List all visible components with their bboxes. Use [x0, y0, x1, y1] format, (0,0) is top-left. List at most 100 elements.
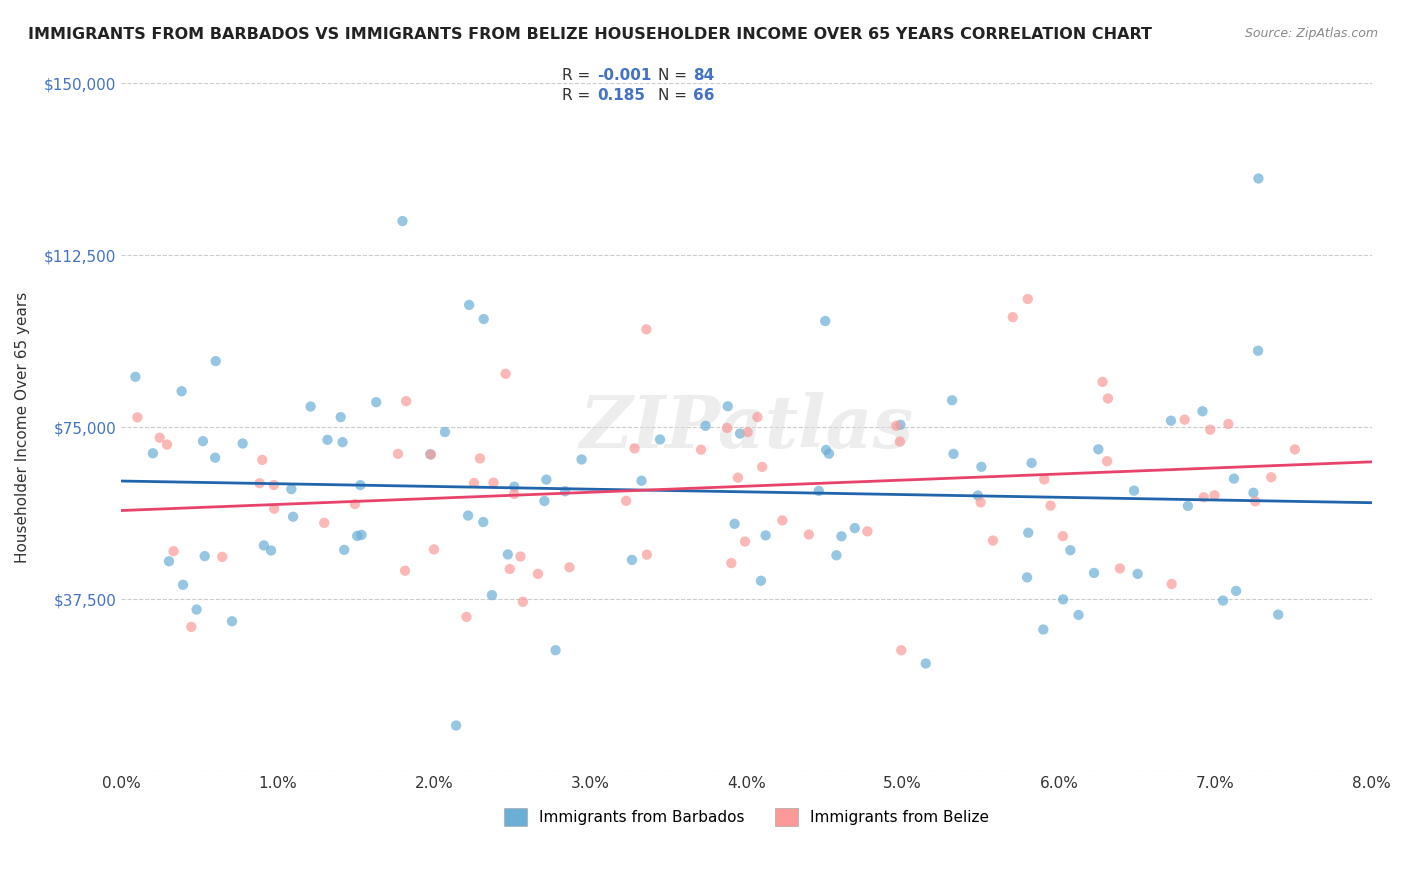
- Point: [509, 549, 531, 564]
- Point: [394, 564, 416, 578]
- Point: [1091, 375, 1114, 389]
- Point: [457, 508, 479, 523]
- Point: [142, 446, 165, 460]
- Point: [770, 513, 793, 527]
- Point: [1017, 292, 1039, 306]
- Point: [747, 410, 769, 425]
- Point: [1212, 593, 1234, 607]
- Point: [1052, 529, 1074, 543]
- Point: [1123, 483, 1146, 498]
- Point: [825, 549, 848, 563]
- Point: [263, 478, 285, 492]
- Point: [180, 620, 202, 634]
- Point: [942, 447, 965, 461]
- Point: [204, 354, 226, 368]
- Point: [329, 410, 352, 425]
- Text: 84: 84: [693, 69, 714, 83]
- Point: [1160, 577, 1182, 591]
- Text: ZIPatlas: ZIPatlas: [579, 392, 914, 463]
- Point: [571, 452, 593, 467]
- Point: [387, 447, 409, 461]
- Point: [1191, 404, 1213, 418]
- Point: [162, 544, 184, 558]
- Point: [544, 643, 567, 657]
- Point: [423, 542, 446, 557]
- Point: [723, 516, 745, 531]
- Point: [1218, 417, 1240, 431]
- Point: [1223, 472, 1246, 486]
- Point: [1174, 412, 1197, 426]
- Point: [343, 497, 366, 511]
- Point: [263, 501, 285, 516]
- Point: [630, 474, 652, 488]
- Point: [967, 488, 990, 502]
- Point: [221, 614, 243, 628]
- Point: [648, 433, 671, 447]
- Point: [481, 588, 503, 602]
- Point: [496, 548, 519, 562]
- Point: [1192, 491, 1215, 505]
- Point: [728, 426, 751, 441]
- Point: [366, 395, 388, 409]
- Point: [716, 421, 738, 435]
- Point: [533, 494, 555, 508]
- Point: [1247, 343, 1270, 358]
- Text: 0.185: 0.185: [598, 88, 645, 103]
- Point: [695, 418, 717, 433]
- Point: [755, 528, 778, 542]
- Point: [1083, 566, 1105, 580]
- Point: [1160, 414, 1182, 428]
- Point: [280, 482, 302, 496]
- Point: [249, 476, 271, 491]
- Point: [149, 431, 172, 445]
- Text: N =: N =: [658, 88, 692, 103]
- Point: [844, 521, 866, 535]
- Point: [333, 542, 356, 557]
- Point: [856, 524, 879, 539]
- Point: [232, 436, 254, 450]
- Text: IMMIGRANTS FROM BARBADOS VS IMMIGRANTS FROM BELIZE HOUSEHOLDER INCOME OVER 65 YE: IMMIGRANTS FROM BARBADOS VS IMMIGRANTS F…: [28, 27, 1152, 42]
- Point: [815, 442, 838, 457]
- Point: [889, 417, 911, 432]
- Point: [503, 487, 526, 501]
- Point: [807, 483, 830, 498]
- Point: [391, 214, 413, 228]
- Point: [636, 322, 658, 336]
- Point: [1225, 583, 1247, 598]
- Point: [472, 515, 495, 529]
- Point: [1199, 423, 1222, 437]
- Point: [253, 538, 276, 552]
- Point: [1067, 607, 1090, 622]
- Point: [814, 314, 837, 328]
- Point: [281, 509, 304, 524]
- Point: [172, 578, 194, 592]
- Point: [433, 425, 456, 439]
- Text: R =: R =: [562, 88, 596, 103]
- Point: [444, 718, 467, 732]
- Point: [690, 442, 713, 457]
- Point: [495, 367, 517, 381]
- Point: [751, 459, 773, 474]
- Point: [211, 549, 233, 564]
- Point: [260, 543, 283, 558]
- Point: [191, 434, 214, 449]
- Point: [314, 516, 336, 530]
- Point: [558, 560, 581, 574]
- Point: [1109, 561, 1132, 575]
- Point: [512, 595, 534, 609]
- Point: [1032, 623, 1054, 637]
- Point: [194, 549, 217, 563]
- Point: [458, 298, 481, 312]
- Point: [503, 480, 526, 494]
- Point: [914, 657, 936, 671]
- Point: [981, 533, 1004, 548]
- Point: [299, 400, 322, 414]
- Point: [395, 394, 418, 409]
- Point: [127, 410, 149, 425]
- Point: [124, 369, 146, 384]
- Point: [252, 453, 274, 467]
- Point: [316, 433, 339, 447]
- Point: [536, 473, 558, 487]
- Point: [830, 529, 852, 543]
- Text: -0.001: -0.001: [598, 69, 652, 83]
